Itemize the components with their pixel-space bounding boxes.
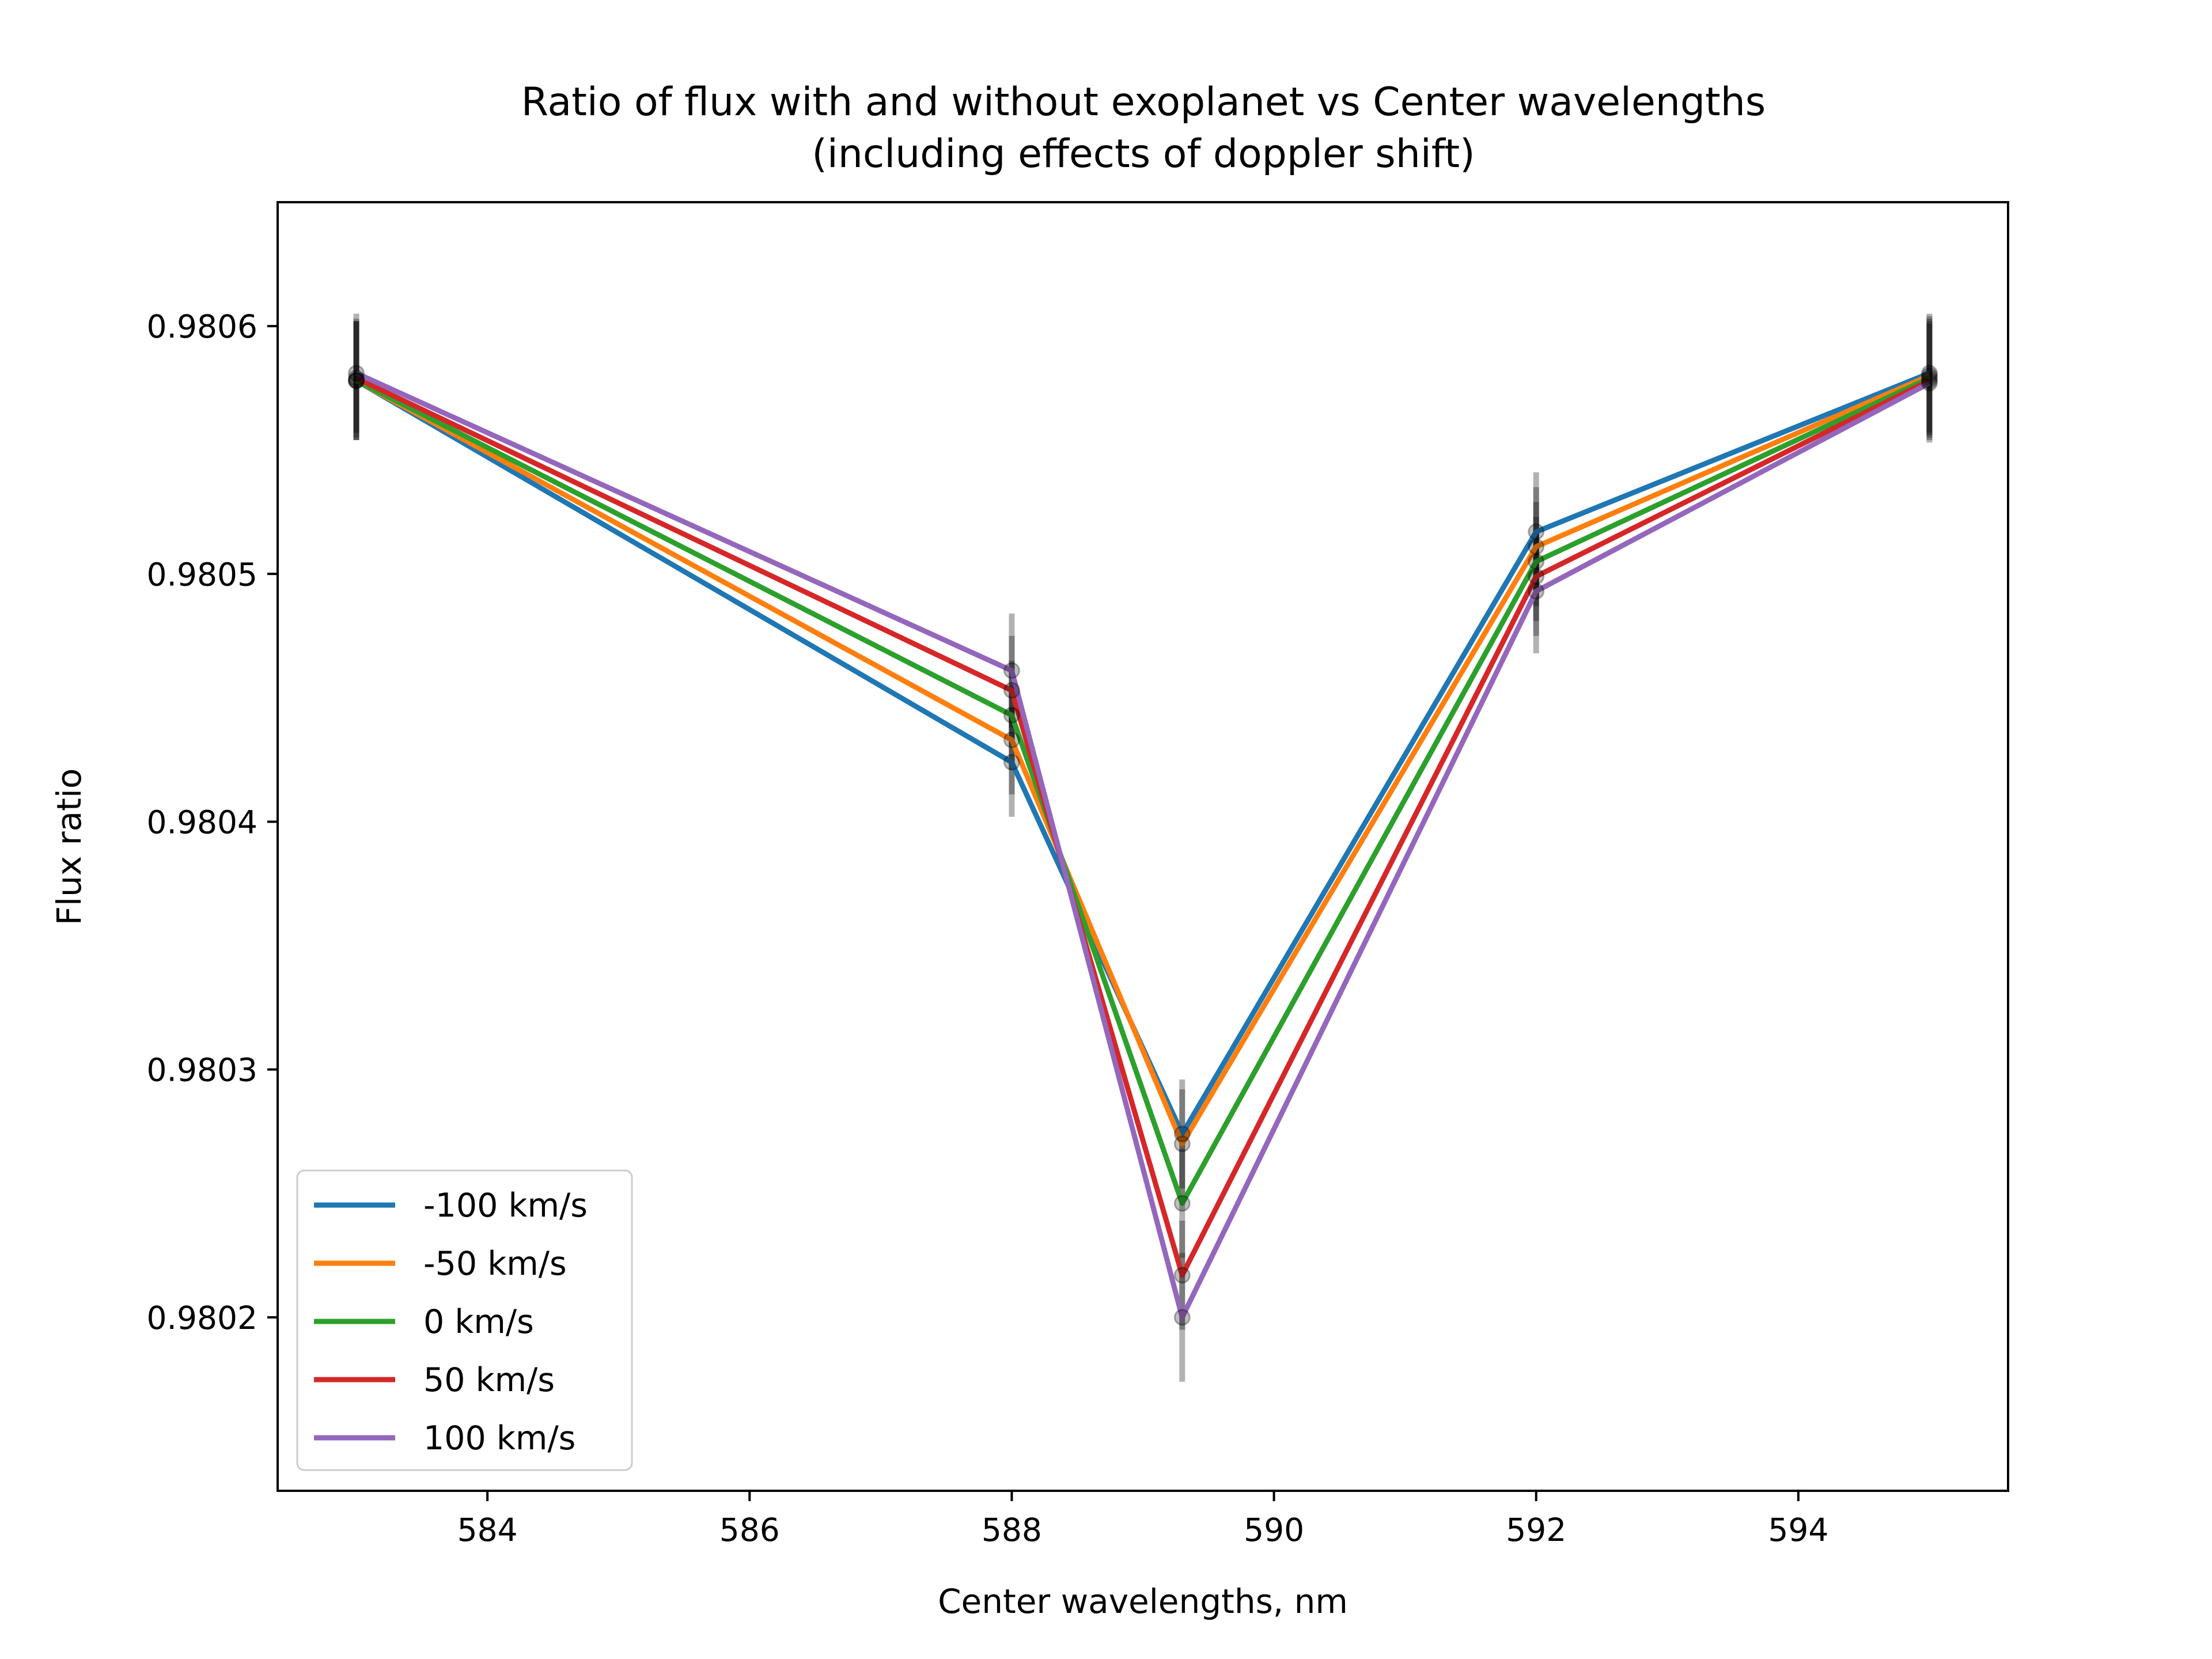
legend-label: 100 km/s <box>423 1419 575 1457</box>
y-axis-label: Flux ratio <box>50 768 89 926</box>
data-point <box>1173 1267 1191 1284</box>
series-line <box>355 376 1931 1206</box>
data-point <box>1173 1195 1191 1212</box>
data-point <box>1528 582 1545 600</box>
series-lines <box>355 370 1931 1320</box>
series-markers <box>348 365 1938 1326</box>
data-point <box>1528 553 1545 570</box>
y-tick-label: 0.9802 <box>147 1300 257 1336</box>
legend-label: 0 km/s <box>423 1303 534 1341</box>
y-tick-label: 0.9803 <box>147 1052 257 1089</box>
x-tick-label: 594 <box>1768 1512 1828 1548</box>
legend-box <box>296 1169 633 1471</box>
data-point <box>1003 681 1020 699</box>
data-point <box>1528 523 1545 540</box>
data-point <box>1921 365 1938 382</box>
data-point <box>348 372 365 389</box>
chart-title: Ratio of flux with and without exoplanet… <box>521 79 1766 125</box>
x-axis-ticks: 584 586 588 590 592 594 <box>457 1491 1828 1548</box>
data-point <box>1003 753 1020 771</box>
plot-area <box>348 313 1938 1382</box>
legend-label: -50 km/s <box>423 1245 567 1283</box>
data-point <box>1003 662 1020 679</box>
x-tick-label: 584 <box>457 1512 518 1548</box>
legend-label: 50 km/s <box>423 1361 555 1399</box>
series-line <box>355 373 1931 1147</box>
data-point <box>348 365 365 382</box>
data-point <box>348 372 365 389</box>
x-tick-label: 590 <box>1244 1512 1304 1548</box>
series-line <box>355 376 1931 1278</box>
x-tick-label: 592 <box>1506 1512 1566 1548</box>
data-point <box>348 369 365 387</box>
data-point <box>1921 372 1938 389</box>
chart-subtitle: (including effects of doppler shift) <box>812 131 1475 177</box>
y-axis-ticks: 0.9802 0.9803 0.9804 0.9805 0.9806 <box>147 308 278 1336</box>
data-point <box>1003 732 1020 749</box>
x-tick-label: 588 <box>982 1512 1042 1548</box>
data-point <box>1173 1135 1191 1153</box>
series-line <box>355 370 1931 1137</box>
data-point <box>1173 1126 1191 1143</box>
data-point <box>1528 538 1545 555</box>
y-tick-label: 0.9804 <box>147 804 257 840</box>
legend: -100 km/s -50 km/s 0 km/s 50 km/s 100 km/s <box>296 1169 633 1471</box>
data-point <box>1921 367 1938 384</box>
y-tick-label: 0.9806 <box>147 308 257 345</box>
x-tick-label: 586 <box>719 1512 780 1548</box>
data-point <box>1173 1309 1191 1326</box>
y-tick-label: 0.9805 <box>147 556 257 593</box>
data-point <box>348 372 365 389</box>
data-point <box>1921 369 1938 387</box>
data-point <box>1528 568 1545 585</box>
legend-label: -100 km/s <box>423 1187 588 1225</box>
data-point <box>1003 706 1020 724</box>
plot-frame <box>276 201 2009 1492</box>
series-line <box>355 370 1931 1320</box>
data-point <box>1921 374 1938 392</box>
x-axis-label: Center wavelengths, nm <box>938 1582 1348 1621</box>
legend-entries: -100 km/s -50 km/s 0 km/s 50 km/s 100 km/s <box>314 1187 588 1457</box>
